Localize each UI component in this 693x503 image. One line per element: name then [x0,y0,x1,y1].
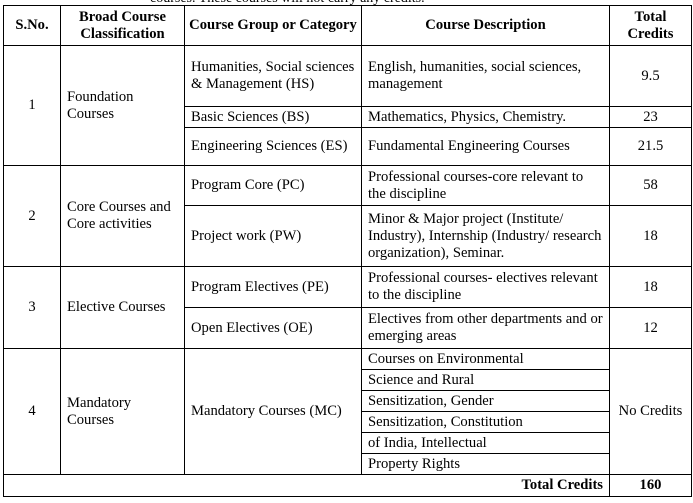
desc-line: Sensitization, Gender [361,390,610,412]
credits-cell: 23 [609,106,692,128]
group-cell: Open Electives (OE) [184,307,362,349]
group-cell: Humanities, Social sciences & Management… [184,45,362,107]
desc-cell: English, humanities, social sciences, ma… [361,45,610,107]
sno-cell: 1 [3,45,61,166]
credits-cell: 21.5 [609,127,692,166]
sno-cell: 3 [3,266,61,349]
header-row: S.No. Broad Course Classification Course… [3,5,692,46]
table-row: Sensitization, Gender [4,390,692,412]
header-group: Course Group or Category [184,5,362,46]
desc-cell: Electives from other departments and or … [361,307,610,349]
group-cell: Engineering Sciences (ES) [184,127,362,166]
table-row: Basic Sciences (BS) Mathematics, Physics… [4,106,692,128]
desc-line: Courses on Environmental [361,348,610,370]
credits-cell: 18 [609,205,692,267]
desc-cell: Mathematics, Physics, Chemistry. [361,106,610,128]
group-cell: Basic Sciences (BS) [184,106,362,128]
table-row: Science and Rural [4,369,692,391]
credits-cell: No Credits [609,348,692,475]
table-row: Project work (PW) Minor & Major project … [4,205,692,267]
broad-cell: Mandatory Courses [60,348,185,475]
group-cell: Program Core (PC) [184,165,362,206]
desc-line: Property Rights [361,453,610,475]
credits-cell: 58 [609,165,692,206]
table-row: Engineering Sciences (ES) Fundamental En… [4,127,692,166]
table-row: 2 Core Courses and Core activities Progr… [3,165,692,267]
truncated-preceding-text: courses. These courses will not carry an… [150,0,425,7]
total-label: Total Credits [3,474,610,497]
sno-cell: 4 [3,348,61,475]
credits-cell: 9.5 [609,45,692,107]
credits-table: S.No. Broad Course Classification Course… [3,5,692,497]
desc-cell: Professional courses- electives relevant… [361,266,610,308]
broad-cell: Foundation Courses [60,45,185,166]
group-cell: Mandatory Courses (MC) [184,348,362,475]
broad-cell: Elective Courses [60,266,185,349]
group-cell: Project work (PW) [184,205,362,267]
header-broad: Broad Course Classification [60,5,185,46]
desc-line: of India, Intellectual [361,432,610,454]
sno-cell: 2 [3,165,61,267]
header-desc: Course Description [361,5,610,46]
desc-cell: Fundamental Engineering Courses [361,127,610,166]
broad-cell: Core Courses and Core activities [60,165,185,267]
total-row: Total Credits 160 [3,474,692,497]
table-row: 4 Mandatory Courses Mandatory Courses (M… [3,348,692,475]
credits-cell: 18 [609,266,692,308]
table-row: 1 Foundation Courses Humanities, Social … [3,45,692,166]
header-sno: S.No. [3,5,61,46]
table-row: Open Electives (OE) Electives from other… [4,307,692,349]
desc-line: Sensitization, Constitution [361,411,610,433]
group-cell: Program Electives (PE) [184,266,362,308]
header-credits: Total Credits [609,5,692,46]
table-row: 3 Elective Courses Program Electives (PE… [3,266,692,349]
desc-cell: Professional courses-core relevant to th… [361,165,610,206]
desc-cell: Minor & Major project (Institute/ Indust… [361,205,610,267]
desc-line: Science and Rural [361,369,610,391]
total-value: 160 [609,474,692,497]
credits-cell: 12 [609,307,692,349]
